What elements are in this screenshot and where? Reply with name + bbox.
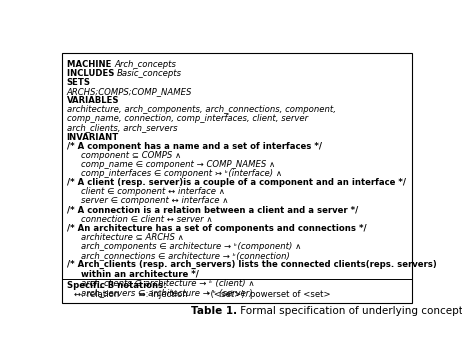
Text: ARCHS;COMPS;COMP_NAMES: ARCHS;COMPS;COMP_NAMES (67, 87, 192, 96)
Text: Table 1.: Table 1. (191, 306, 237, 316)
Text: comp_interfaces ∈ component ↣ ᵏ(interface) ∧: comp_interfaces ∈ component ↣ ᵏ(interfac… (81, 169, 282, 178)
Text: arch_clients, arch_servers: arch_clients, arch_servers (67, 123, 177, 132)
Text: /* Arch_clients (resp. arch_servers) lists the connected clients(reps. servers): /* Arch_clients (resp. arch_servers) lis… (67, 260, 437, 270)
Text: Formal specification of underlying concepts: Formal specification of underlying conce… (237, 306, 462, 316)
Text: arch_clients ∈ architecture → ᵏ (client) ∧: arch_clients ∈ architecture → ᵏ (client)… (81, 279, 255, 288)
Text: architecture, arch_components, arch_connections, component,: architecture, arch_components, arch_conn… (67, 105, 336, 114)
Text: Basic_concepts: Basic_concepts (117, 69, 182, 78)
Text: client ∈ component ↔ interface ∧: client ∈ component ↔ interface ∧ (81, 187, 225, 196)
Text: MACHINE: MACHINE (67, 60, 114, 69)
Text: connection ∈ client ↔ server ∧: connection ∈ client ↔ server ∧ (81, 215, 213, 224)
Text: comp_name, connection, comp_interfaces, client, server: comp_name, connection, comp_interfaces, … (67, 115, 308, 123)
Text: SETS: SETS (67, 78, 91, 87)
Text: INVARIANT: INVARIANT (67, 132, 119, 142)
Text: Arch_concepts: Arch_concepts (114, 60, 176, 69)
Text: INCLUDES: INCLUDES (67, 69, 117, 78)
Text: comp_name ∈ component → COMP_NAMES ∧: comp_name ∈ component → COMP_NAMES ∧ (81, 160, 275, 169)
Text: arch_servers ∈ architecture → ᵏ (server): arch_servers ∈ architecture → ᵏ (server) (81, 288, 253, 297)
Text: VARIABLES: VARIABLES (67, 96, 119, 105)
Text: arch_components ∈ architecture → ᵏ(component) ∧: arch_components ∈ architecture → ᵏ(compo… (81, 242, 301, 251)
Text: /* A component has a name and a set of interfaces */: /* A component has a name and a set of i… (67, 142, 322, 151)
Text: architecture ⊆ ARCHS ∧: architecture ⊆ ARCHS ∧ (81, 233, 184, 242)
Text: Specific B notations:: Specific B notations: (67, 281, 166, 290)
Text: within an architecture */: within an architecture */ (81, 270, 199, 279)
Text: arch_connections ∈ architecture → ᵏ(connection): arch_connections ∈ architecture → ᵏ(conn… (81, 251, 290, 260)
Text: /* An architecture has a set of components and connections */: /* An architecture has a set of componen… (67, 224, 366, 233)
Text: component ⊆ COMPS ∧: component ⊆ COMPS ∧ (81, 151, 181, 160)
Text: /* A connection is a relation between a client and a server */: /* A connection is a relation between a … (67, 206, 358, 215)
Text: server ∈ component ↔ interface ∧: server ∈ component ↔ interface ∧ (81, 196, 229, 205)
Text: /* A client (resp. server)is a couple of a component and an interface */: /* A client (resp. server)is a couple of… (67, 178, 406, 187)
Text: ↔: relation       ↣: injection       ᵏ(<set>): powerset of <set>: ↔: relation ↣: injection ᵏ(<set>): power… (74, 290, 330, 299)
